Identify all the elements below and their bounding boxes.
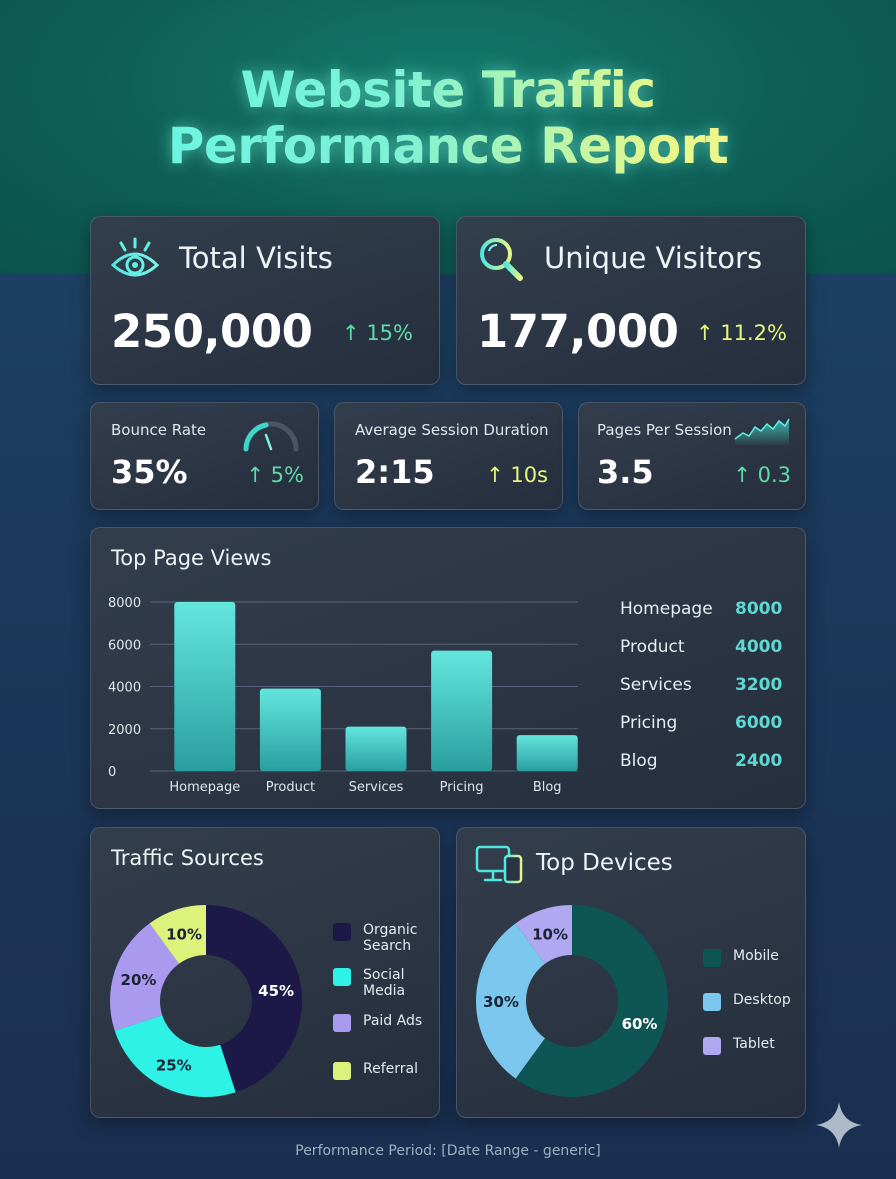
- y-tick-label: 2000: [108, 723, 141, 738]
- total-visits-value: 250,000: [111, 305, 313, 358]
- session-duration-card: Average Session Duration 2:15 ↑ 10s: [334, 402, 563, 510]
- x-tick-label: Pricing: [440, 780, 484, 795]
- legend-item: Referral: [333, 1061, 423, 1080]
- legend-swatch: [333, 968, 351, 986]
- legend-item: Tablet: [703, 1036, 793, 1055]
- page-views-list-value: 6000: [735, 713, 783, 733]
- page-title: Website Traffic Performance Report: [0, 62, 896, 174]
- legend-label: Referral: [363, 1061, 418, 1077]
- page-views-bar-chart: 0 2000 4000 6000 8000 Homepage Product Services…: [108, 596, 578, 795]
- slice-organic-search: [206, 905, 302, 1093]
- slice-label: 20%: [121, 971, 157, 989]
- legend-swatch: [703, 1037, 721, 1055]
- footer-period: Performance Period: [Date Range - generi…: [295, 1143, 601, 1159]
- devices-icon: [475, 844, 525, 890]
- legend-label: Desktop: [733, 992, 791, 1008]
- page-views-list-name: Product: [620, 637, 685, 657]
- page-views-list-value: 2400: [735, 751, 783, 771]
- page-views-title: Top Page Views: [111, 546, 272, 570]
- pages-per-session-title: Pages Per Session: [597, 421, 732, 439]
- legend-item: Mobile: [703, 948, 793, 967]
- y-tick-label: 8000: [108, 596, 141, 611]
- gauge-icon: [240, 417, 302, 457]
- bar-homepage: [174, 602, 236, 771]
- pages-per-session-card: Pages Per Session 3.5 ↑ 0.3: [578, 402, 806, 510]
- slice-desktop: [476, 923, 545, 1079]
- bar-product: [259, 688, 321, 771]
- slice-label: 25%: [156, 1056, 192, 1074]
- x-tick-label: Product: [266, 780, 315, 795]
- unique-visitors-title: Unique Visitors: [544, 241, 763, 275]
- legend-item: Paid Ads: [333, 1013, 423, 1032]
- bar-blog: [516, 735, 578, 771]
- slice-referral: [149, 905, 206, 964]
- x-tick-label: Blog: [533, 780, 562, 795]
- slice-tablet: [515, 905, 572, 964]
- x-tick-label: Services: [349, 780, 404, 795]
- session-duration-value: 2:15: [355, 453, 435, 491]
- x-tick-label: Homepage: [169, 780, 240, 795]
- y-tick-label: 0: [108, 765, 116, 780]
- legend-swatch: [703, 993, 721, 1011]
- legend-label: Mobile: [733, 948, 779, 964]
- total-visits-card: Total Visits 250,000 ↑ 15%: [90, 216, 440, 385]
- page-views-list-name: Homepage: [620, 599, 713, 619]
- page-views-list-name: Pricing: [620, 713, 678, 733]
- bounce-rate-value: 35%: [111, 453, 188, 491]
- legend-swatch: [703, 949, 721, 967]
- slice-label: 10%: [166, 925, 202, 943]
- page-views-list-value: 4000: [735, 637, 783, 657]
- legend-label: Social Media: [363, 967, 406, 999]
- page-views-list-value: 3200: [735, 675, 783, 695]
- legend-label: Paid Ads: [363, 1013, 423, 1029]
- y-tick-label: 6000: [108, 638, 141, 653]
- bounce-rate-title: Bounce Rate: [111, 421, 207, 439]
- slice-label: 45%: [258, 982, 294, 1000]
- slice-mobile: [515, 905, 668, 1097]
- unique-visitors-card: Unique Visitors 177,000 ↑ 11.2%: [456, 216, 806, 385]
- page-views-list-value: 8000: [735, 599, 783, 619]
- y-tick-label: 4000: [108, 681, 141, 696]
- slice-label: 60%: [622, 1015, 658, 1033]
- legend-item: Social Media: [333, 967, 423, 999]
- sparkle-icon: [814, 1100, 864, 1154]
- eye-icon: [109, 235, 161, 287]
- legend-label: Organic Search: [363, 922, 418, 954]
- legend-swatch: [333, 1062, 351, 1080]
- sparkline-icon: [733, 415, 791, 449]
- bar-services: [345, 726, 407, 771]
- bounce-rate-card: Bounce Rate 35% ↑ 5%: [90, 402, 319, 510]
- title-line-1: Website Traffic: [240, 61, 656, 119]
- bounce-rate-delta: ↑ 5%: [246, 463, 304, 487]
- traffic-sources-donut: 45% 25% 20% 10%: [109, 905, 302, 1097]
- slice-label: 30%: [483, 993, 519, 1011]
- traffic-sources-title: Traffic Sources: [111, 846, 264, 870]
- pages-per-session-delta: ↑ 0.3: [733, 463, 791, 487]
- top-devices-title: Top Devices: [536, 850, 673, 876]
- slice-social-media: [114, 1015, 236, 1097]
- legend-item: Organic Search: [333, 922, 423, 954]
- unique-visitors-delta: ↑ 11.2%: [696, 321, 787, 345]
- session-duration-delta: ↑ 10s: [486, 463, 548, 487]
- total-visits-title: Total Visits: [179, 241, 333, 275]
- slice-label: 10%: [532, 925, 568, 943]
- legend-swatch: [333, 1014, 351, 1032]
- page-views-list-name: Services: [620, 675, 692, 695]
- legend-swatch: [333, 923, 351, 941]
- legend-label: Tablet: [733, 1036, 775, 1052]
- title-line-2: Performance Report: [167, 117, 729, 175]
- session-duration-title: Average Session Duration: [355, 421, 549, 439]
- legend-item: Desktop: [703, 992, 793, 1011]
- top-devices-donut: 60% 30% 10%: [476, 905, 668, 1097]
- magnifier-icon: [475, 233, 527, 289]
- unique-visitors-value: 177,000: [477, 305, 679, 358]
- page-views-list-name: Blog: [620, 751, 658, 771]
- slice-paid-ads: [109, 923, 179, 1031]
- bar-pricing: [431, 650, 493, 771]
- pages-per-session-value: 3.5: [597, 453, 654, 491]
- total-visits-delta: ↑ 15%: [342, 321, 413, 345]
